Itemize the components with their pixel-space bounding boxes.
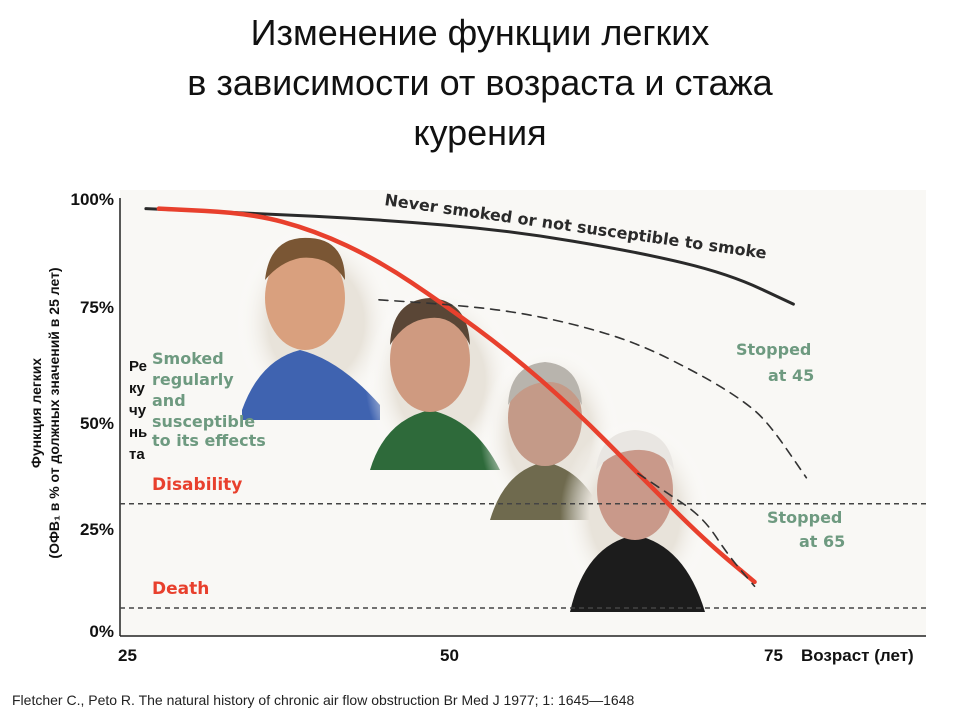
portrait-young-man <box>236 225 396 420</box>
series-line-2 <box>156 206 757 585</box>
death-label: Death <box>152 579 209 599</box>
title-line-3: курения <box>413 112 547 153</box>
axes <box>119 198 926 637</box>
x-axis-title: Возраст (лет) <box>801 646 914 665</box>
clipped-side-note: Ре ку чу нь та <box>129 356 151 466</box>
clipped-note-line-1: Ре <box>129 358 147 375</box>
x-tick-label-50: 50 <box>440 646 459 665</box>
smoked-label-line-3: and <box>152 391 186 410</box>
x-tick-label-25: 25 <box>118 646 137 665</box>
clipped-note-line-3: чу <box>129 402 147 419</box>
y-tick-label-0: 0% <box>89 622 114 641</box>
y-tick-label-50: 50% <box>79 414 114 433</box>
portrait-group <box>236 225 710 612</box>
title-line-1: Изменение функции легких <box>250 12 710 53</box>
clipped-note-line-4: нь <box>129 424 148 441</box>
title-line-2: в зависимости от возраста и стажа <box>187 62 773 103</box>
x-tick-label-75: 75 <box>764 646 783 665</box>
citation: Fletcher C., Peto R. The natural history… <box>12 692 635 708</box>
portrait-middle-aged-man <box>365 285 515 475</box>
disability-label: Disability <box>152 475 242 495</box>
clipped-note-line-5: та <box>129 446 145 463</box>
series-line-3 <box>378 299 808 479</box>
y-tick-label-75: 75% <box>79 298 114 317</box>
smoked-label: Smoked regularly and susceptible to its … <box>152 349 266 450</box>
smoked-label-line-4: susceptible <box>152 412 255 431</box>
smoked-label-line-1: Smoked <box>152 349 224 368</box>
stopped-65-label-line-2: at 65 <box>799 532 845 551</box>
y-tick-label-100: 100% <box>70 190 114 209</box>
stopped-65-label: Stopped at 65 <box>767 508 845 551</box>
stopped-45-label-line-2: at 45 <box>768 366 814 385</box>
clipped-note-line-2: ку <box>129 380 145 397</box>
page-title: Изменение функции легких в зависимости о… <box>0 8 960 158</box>
smoked-label-line-5: to its effects <box>152 431 266 450</box>
stopped-65-label-line-1: Stopped <box>767 508 842 527</box>
stopped-45-label: Stopped at 45 <box>736 340 814 385</box>
portrait-elderly-man <box>560 420 710 612</box>
series-line-4 <box>637 472 756 588</box>
y-tick-label-25: 25% <box>79 520 114 539</box>
stopped-45-label-line-1: Stopped <box>736 340 811 359</box>
series-lines <box>144 206 808 588</box>
smoked-label-line-2: regularly <box>152 370 234 389</box>
